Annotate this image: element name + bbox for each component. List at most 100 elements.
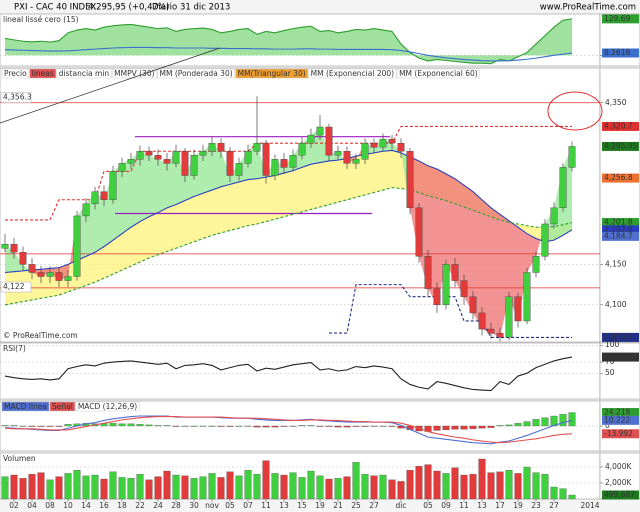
bar xyxy=(379,425,387,427)
candle-body xyxy=(100,191,108,200)
candle-body xyxy=(190,155,198,176)
x-tick-label: 30 xyxy=(189,501,199,510)
left-tag-box xyxy=(0,92,32,103)
bar xyxy=(64,473,72,500)
candle-body xyxy=(82,203,90,217)
price-tag xyxy=(602,332,639,342)
moving-average xyxy=(4,149,573,274)
bar xyxy=(442,473,450,500)
candle-body xyxy=(559,167,567,209)
price-ma-band xyxy=(491,207,500,338)
price-tag-label: 4,256.8 xyxy=(604,173,633,182)
bar xyxy=(325,478,333,500)
legend-label: MM (Ponderada 30) xyxy=(160,69,233,78)
bar xyxy=(361,474,369,500)
bar xyxy=(478,458,486,500)
panel-title: lineal lissé cero (15) xyxy=(3,15,79,24)
bar xyxy=(217,477,225,500)
left-tag: 4,122 xyxy=(3,282,25,291)
header-title: PXI - CAC 40 INDEX xyxy=(14,3,96,13)
legend-box xyxy=(157,68,235,79)
bar xyxy=(28,474,36,500)
bar xyxy=(361,425,369,427)
candle-body xyxy=(154,155,162,160)
candle-body xyxy=(397,142,405,152)
bar xyxy=(235,425,243,427)
left-tag: 4,356.3 xyxy=(3,93,32,102)
price-ma-band xyxy=(167,151,176,208)
candle-body xyxy=(334,151,342,156)
bar xyxy=(460,425,468,430)
x-tick-label: 21 xyxy=(333,501,343,510)
bar xyxy=(172,474,180,500)
candle-body xyxy=(496,332,504,338)
price-tag-label: 4,295.95 xyxy=(604,141,638,150)
axis-panel xyxy=(599,342,640,400)
x-tick-label: 02 xyxy=(9,501,19,510)
candle-body xyxy=(37,272,45,277)
bar xyxy=(451,467,459,500)
x-tick-label: 18 xyxy=(117,501,127,510)
price-tag xyxy=(602,14,639,24)
candle-body xyxy=(505,296,513,338)
price-tag-label: 24.218 xyxy=(604,408,630,417)
bar xyxy=(163,470,171,500)
bar xyxy=(235,475,243,500)
price-tag-label: 78.837 xyxy=(604,352,630,361)
panels: 0 lineal lissé cero (15) 129.69 8.2618 4,350… xyxy=(0,13,640,510)
bar xyxy=(46,425,54,427)
bar xyxy=(136,474,144,500)
bar xyxy=(199,476,207,500)
bar xyxy=(217,425,225,427)
price-ma-band xyxy=(149,155,158,217)
price-tag-label: 4,201.8 xyxy=(604,218,633,227)
candle-body xyxy=(10,244,18,253)
bar xyxy=(388,479,396,500)
bar xyxy=(199,425,207,427)
candle-body xyxy=(199,151,207,156)
area-fill xyxy=(5,18,572,64)
bar xyxy=(73,470,81,500)
bar xyxy=(172,425,180,427)
legend-box xyxy=(1,68,29,79)
legend-label: lineas xyxy=(32,69,54,78)
bar xyxy=(127,423,135,427)
candle-body xyxy=(361,142,369,160)
candle-body xyxy=(1,244,9,249)
bar xyxy=(433,425,441,431)
bar xyxy=(271,425,279,428)
bar xyxy=(1,425,9,427)
x-tick-label: 24 xyxy=(153,501,163,510)
x-end-label: 2014 xyxy=(580,501,599,510)
candle-body xyxy=(568,146,576,168)
bar xyxy=(541,417,549,427)
candle-body xyxy=(55,272,63,281)
candle-body xyxy=(460,280,468,297)
bar xyxy=(253,474,261,500)
bar xyxy=(370,425,378,427)
candle-body xyxy=(217,142,225,152)
bar xyxy=(505,470,513,500)
price-tag xyxy=(602,352,639,362)
x-tick-label: 05 xyxy=(423,501,433,510)
candle-body xyxy=(316,126,324,136)
bar xyxy=(244,470,252,500)
price-tag xyxy=(602,415,639,425)
price-tag xyxy=(602,48,639,58)
bar xyxy=(532,472,540,500)
candle-body xyxy=(271,159,279,176)
bar xyxy=(100,478,108,500)
bar xyxy=(163,425,171,427)
x-tick-label: 07 xyxy=(243,501,253,510)
bar xyxy=(64,424,72,427)
legend-label: Precio xyxy=(4,69,27,78)
legend-box xyxy=(49,401,76,412)
y-tick-label: 4,150 xyxy=(605,259,627,268)
bar xyxy=(514,473,522,500)
bar xyxy=(451,425,459,430)
price-ma-band xyxy=(527,233,536,273)
legend-label: MM (Exponencial 200) xyxy=(311,69,394,78)
bar xyxy=(334,478,342,500)
bar xyxy=(289,425,297,427)
bar xyxy=(487,472,495,500)
